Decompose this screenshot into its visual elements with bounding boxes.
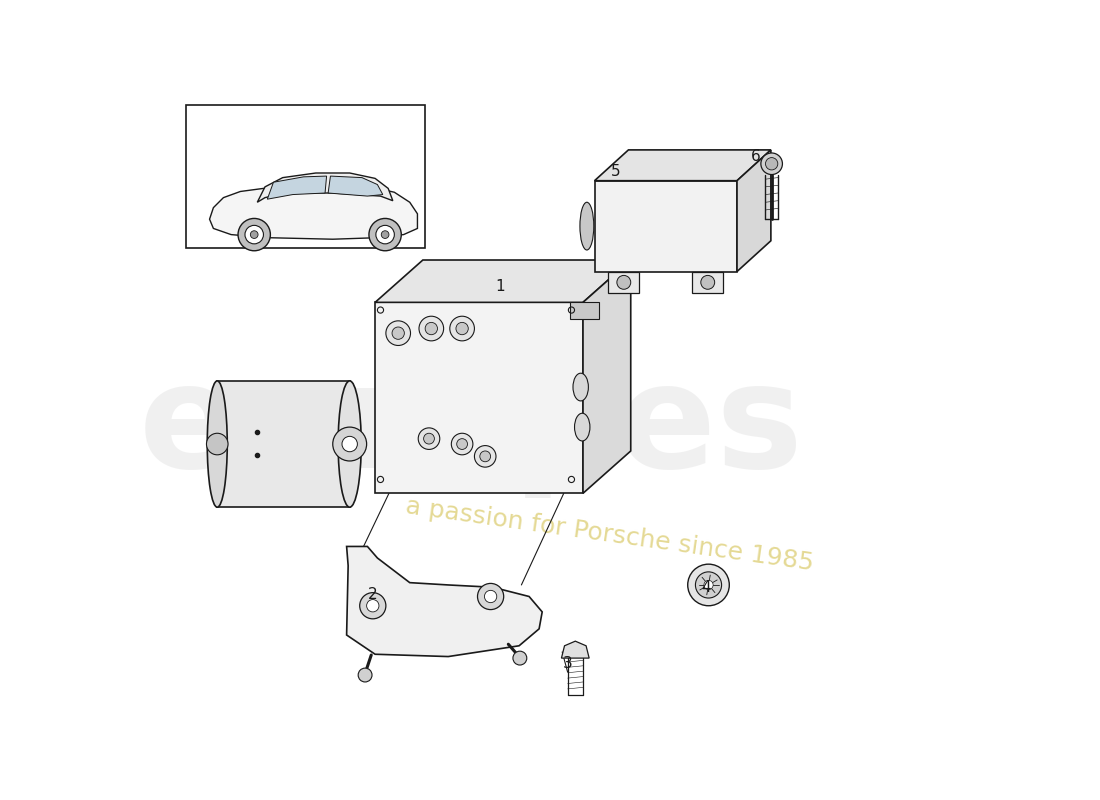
Circle shape: [424, 434, 434, 444]
Ellipse shape: [580, 202, 594, 250]
Polygon shape: [257, 173, 393, 202]
Circle shape: [382, 230, 389, 238]
Text: 1: 1: [496, 279, 505, 294]
Circle shape: [695, 572, 722, 598]
Text: 3: 3: [563, 656, 572, 671]
Circle shape: [513, 651, 527, 665]
Polygon shape: [209, 185, 418, 239]
Polygon shape: [594, 150, 771, 181]
Ellipse shape: [573, 373, 588, 401]
Text: 2: 2: [368, 586, 377, 602]
Text: 5: 5: [612, 164, 620, 179]
Circle shape: [419, 316, 443, 341]
Circle shape: [701, 275, 715, 290]
Circle shape: [704, 580, 713, 590]
Text: a passion for Porsche since 1985: a passion for Porsche since 1985: [405, 494, 815, 575]
Circle shape: [484, 590, 497, 602]
Polygon shape: [737, 150, 771, 271]
Polygon shape: [346, 546, 542, 657]
Polygon shape: [692, 271, 723, 293]
Circle shape: [451, 434, 473, 455]
Bar: [594, 181, 737, 271]
Polygon shape: [328, 176, 383, 196]
Circle shape: [359, 668, 372, 682]
Circle shape: [456, 438, 468, 450]
Polygon shape: [218, 381, 350, 507]
Circle shape: [761, 153, 782, 174]
Circle shape: [425, 322, 438, 334]
Circle shape: [245, 226, 264, 244]
Circle shape: [480, 451, 491, 462]
Polygon shape: [375, 260, 630, 302]
Text: 6: 6: [751, 149, 761, 163]
Circle shape: [342, 436, 358, 452]
Circle shape: [360, 593, 386, 619]
Polygon shape: [561, 641, 590, 658]
Circle shape: [207, 434, 228, 455]
Polygon shape: [267, 176, 327, 199]
Polygon shape: [583, 260, 630, 494]
Circle shape: [238, 218, 271, 250]
Circle shape: [376, 226, 395, 244]
Text: europes: europes: [139, 357, 804, 498]
Circle shape: [455, 322, 469, 334]
Circle shape: [450, 316, 474, 341]
Circle shape: [386, 321, 410, 346]
Circle shape: [418, 428, 440, 450]
Circle shape: [251, 230, 258, 238]
Polygon shape: [375, 302, 583, 494]
Circle shape: [366, 599, 378, 612]
Circle shape: [766, 158, 778, 170]
Polygon shape: [608, 271, 639, 293]
Bar: [186, 106, 425, 248]
Ellipse shape: [574, 414, 590, 441]
Circle shape: [392, 327, 405, 339]
Circle shape: [474, 446, 496, 467]
Ellipse shape: [338, 381, 361, 507]
Circle shape: [688, 564, 729, 606]
Ellipse shape: [207, 381, 228, 507]
Circle shape: [332, 427, 366, 461]
Text: 4: 4: [702, 580, 711, 594]
Circle shape: [477, 583, 504, 610]
Bar: [570, 302, 600, 319]
Circle shape: [368, 218, 402, 250]
Circle shape: [617, 275, 630, 290]
